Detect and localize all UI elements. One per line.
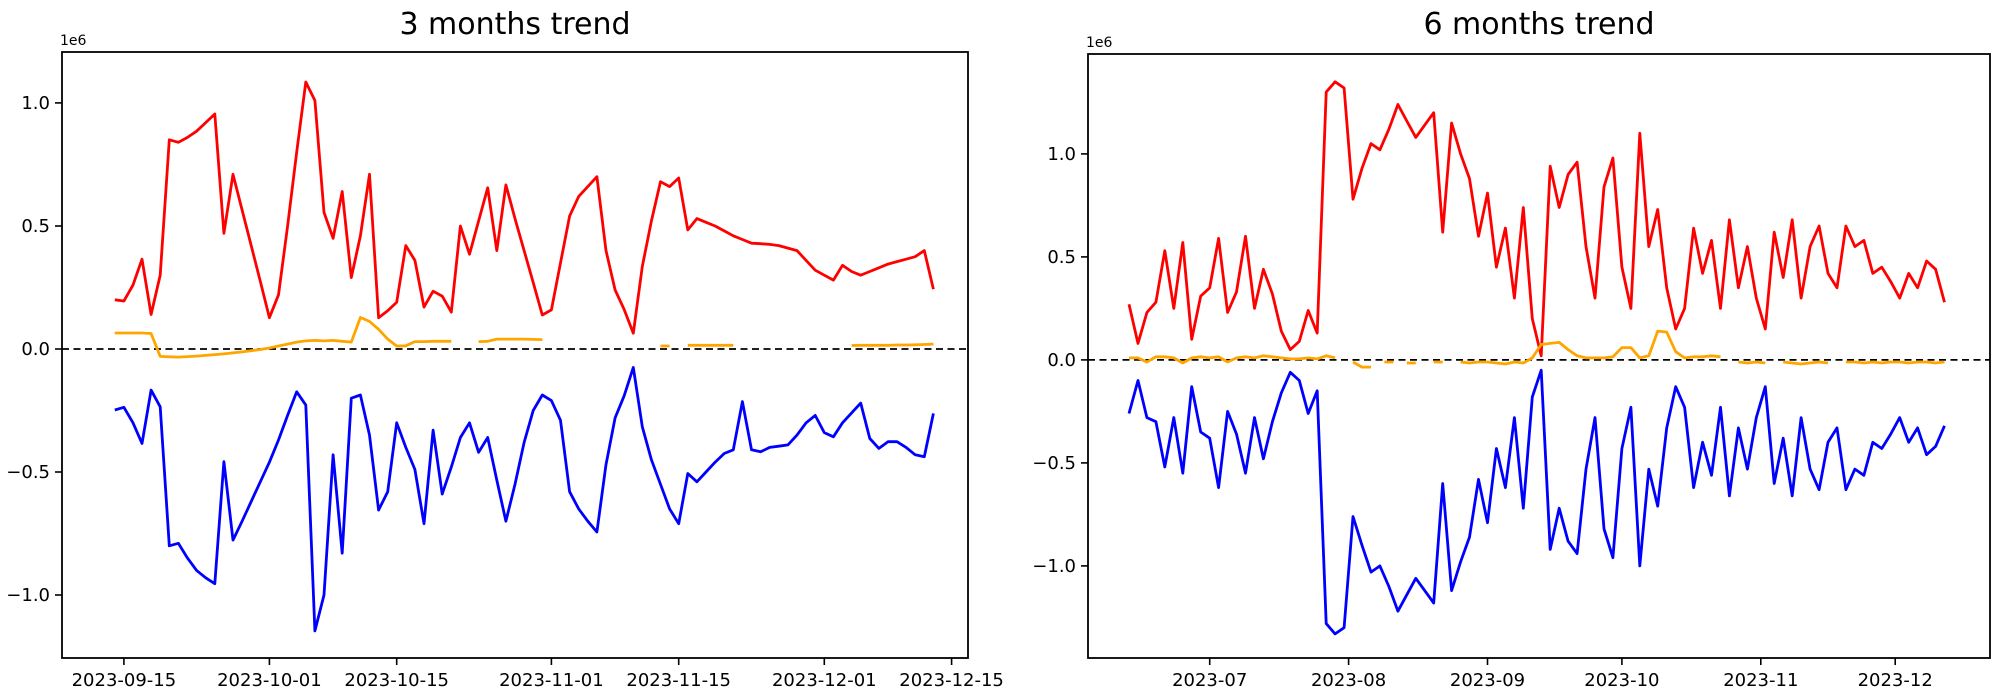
y-tick-label: 0.5	[1047, 247, 1076, 268]
y-tick-label: 1.0	[1047, 144, 1076, 165]
y-tick-label: 0.0	[1047, 350, 1076, 371]
chart-group-0: 2023-09-15 2023-10-01 2023-10-15 2023-11-01…	[6, 7, 1004, 691]
y-tick-label: −0.5	[6, 462, 50, 483]
series-orange-line	[1352, 360, 1371, 369]
chart-title: 6 months trend	[1423, 7, 1654, 42]
y-tick-label: 0.0	[21, 339, 50, 360]
chart-title: 3 months trend	[399, 7, 630, 42]
x-tick-label: 2023-11-15	[626, 670, 731, 691]
x-tick-label: 2023-10	[1584, 670, 1659, 691]
series-blue-line	[1127, 368, 1946, 636]
x-tick-label: 2023-07	[1172, 670, 1247, 691]
y-tick-label: 1.0	[21, 93, 50, 114]
y-axis-offset-label: 1e6	[60, 33, 87, 49]
series-blue-line	[114, 365, 935, 633]
x-tick-label: 2023-08	[1311, 670, 1386, 691]
series-orange-line	[1129, 354, 1336, 365]
series-orange-line	[1738, 360, 1766, 365]
x-tick-label: 2023-10-15	[344, 670, 449, 691]
x-tick-label: 2023-11-01	[499, 670, 604, 691]
x-tick-label: 2023-12-15	[899, 670, 1004, 691]
x-tick-label: 2023-09-15	[72, 670, 177, 691]
series-red-line	[1127, 80, 1946, 358]
series-orange-line	[851, 342, 934, 347]
series-orange-line	[1460, 329, 1721, 366]
y-axis-offset-label: 1e6	[1086, 35, 1113, 51]
plot-frame	[61, 51, 969, 659]
x-tick-label: 2023-10-01	[217, 670, 322, 691]
y-tick-label: −1.0	[6, 585, 50, 606]
series-orange-line	[114, 316, 452, 359]
series-orange-line	[478, 337, 543, 343]
x-tick-label: 2023-12-01	[772, 670, 877, 691]
y-tick-label: 0.5	[21, 216, 50, 237]
x-tick-label: 2023-11	[1723, 670, 1798, 691]
x-tick-label: 2023-12	[1858, 670, 1933, 691]
series-red-line	[114, 80, 935, 335]
series-orange-line	[1845, 360, 1945, 365]
y-tick-label: −1.0	[1032, 556, 1076, 577]
x-tick-label: 2023-09	[1450, 670, 1525, 691]
plot-frame	[1087, 53, 1991, 659]
series-orange-line	[1783, 360, 1829, 366]
chart-group-1: 2023-07 2023-08 2023-09 2023-10 2023-11 2023-…	[1032, 7, 1991, 691]
y-tick-label: −0.5	[1032, 453, 1076, 474]
